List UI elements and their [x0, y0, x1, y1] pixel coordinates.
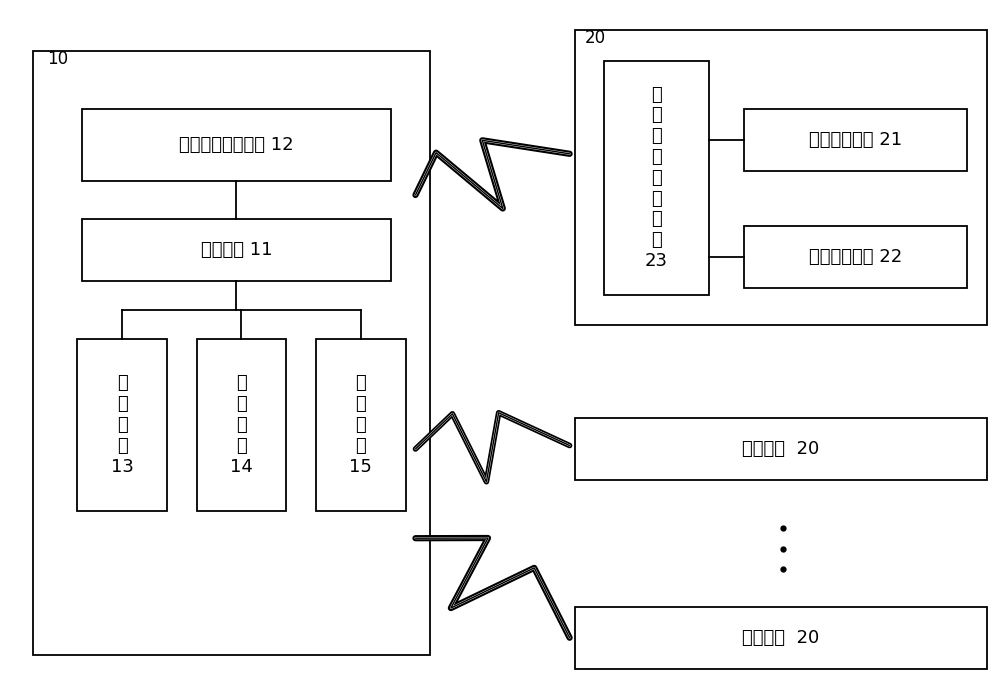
- Text: 测量装置  20: 测量装置 20: [742, 440, 820, 458]
- Bar: [744, 226, 967, 288]
- Bar: [575, 418, 987, 480]
- Bar: [197, 339, 286, 511]
- Text: 20: 20: [585, 29, 606, 47]
- Bar: [33, 51, 430, 655]
- Bar: [316, 339, 406, 511]
- Bar: [575, 607, 987, 668]
- Text: 报
警
模
块
15: 报 警 模 块 15: [349, 374, 372, 475]
- Text: 电场检测模块 22: 电场检测模块 22: [809, 248, 902, 266]
- Text: 处理模块 11: 处理模块 11: [201, 241, 272, 259]
- Bar: [82, 109, 391, 181]
- Text: 第
二
信
号
收
发
模
块
23: 第 二 信 号 收 发 模 块 23: [645, 86, 668, 270]
- Bar: [77, 339, 167, 511]
- Bar: [82, 219, 391, 281]
- Text: 第一信号收发模块 12: 第一信号收发模块 12: [179, 136, 294, 154]
- Bar: [575, 30, 987, 325]
- Text: 10: 10: [48, 50, 69, 68]
- Text: 显
示
模
块
14: 显 示 模 块 14: [230, 374, 253, 475]
- Bar: [604, 61, 709, 295]
- Text: 测量装置  20: 测量装置 20: [742, 629, 820, 647]
- Text: 距离检测模块 21: 距离检测模块 21: [809, 131, 902, 149]
- Text: 设
置
模
块
13: 设 置 模 块 13: [111, 374, 134, 475]
- Bar: [744, 109, 967, 171]
